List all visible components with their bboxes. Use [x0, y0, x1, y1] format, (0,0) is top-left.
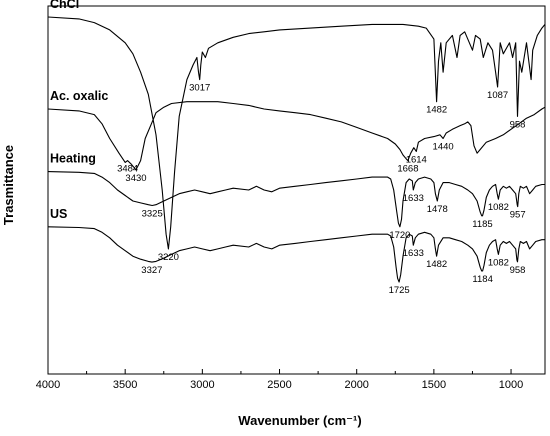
peak-label: 1482: [426, 259, 447, 270]
x-tick-label: 3500: [113, 379, 137, 391]
peak-label: 958: [510, 265, 526, 276]
peak-label: 1185: [472, 219, 492, 230]
peak-label: 1082: [488, 257, 509, 268]
peak-label: 1614: [406, 154, 427, 165]
series-line-1: [47, 101, 546, 171]
peak-label: 1082: [488, 202, 509, 213]
x-tick-label: 1500: [422, 379, 446, 391]
peak-label: 1725: [389, 285, 410, 296]
plot-frame: [47, 5, 546, 375]
peak-label: 1668: [397, 164, 418, 175]
series-line-3: [47, 226, 545, 283]
peak-label: 3325: [142, 208, 163, 219]
peak-label: 1633: [403, 193, 424, 204]
peak-label: 3327: [141, 265, 162, 276]
peak-label: 3220: [158, 252, 179, 263]
peak-label: 3430: [125, 173, 146, 184]
x-tick-label: 2500: [267, 379, 291, 391]
peak-label: 3017: [189, 83, 210, 94]
peak-label: 3484: [117, 164, 138, 175]
series-label: Heating: [50, 152, 96, 166]
series-line-2: [47, 171, 545, 228]
peak-label: 1087: [487, 90, 508, 101]
series-label: US: [50, 207, 67, 221]
x-tick-label: 4000: [36, 379, 60, 391]
series-label: Ac. oxalic: [50, 89, 108, 103]
x-axis-title: Wavenumber (cm⁻¹): [238, 413, 361, 428]
series-line-0: [47, 16, 546, 250]
peak-label: 1482: [426, 105, 447, 116]
y-axis-title: Trasmittance: [1, 145, 16, 225]
peak-label: 958: [510, 119, 526, 130]
peak-label: 957: [510, 210, 526, 221]
series-label: ChCl: [50, 0, 79, 11]
x-tick-label: 2000: [344, 379, 368, 391]
x-tick-label: 1000: [499, 379, 523, 391]
x-tick-label: 3000: [190, 379, 214, 391]
peak-label: 1184: [472, 274, 492, 285]
peak-label: 1478: [427, 204, 448, 215]
plot-area: 4000 3500 3000 2500 2000 1500 1000 ChCl Ac. oxal…: [36, 0, 546, 391]
peak-label: 1440: [433, 141, 454, 152]
peak-label: 1633: [403, 248, 424, 259]
peak-label: 1720: [389, 230, 410, 241]
